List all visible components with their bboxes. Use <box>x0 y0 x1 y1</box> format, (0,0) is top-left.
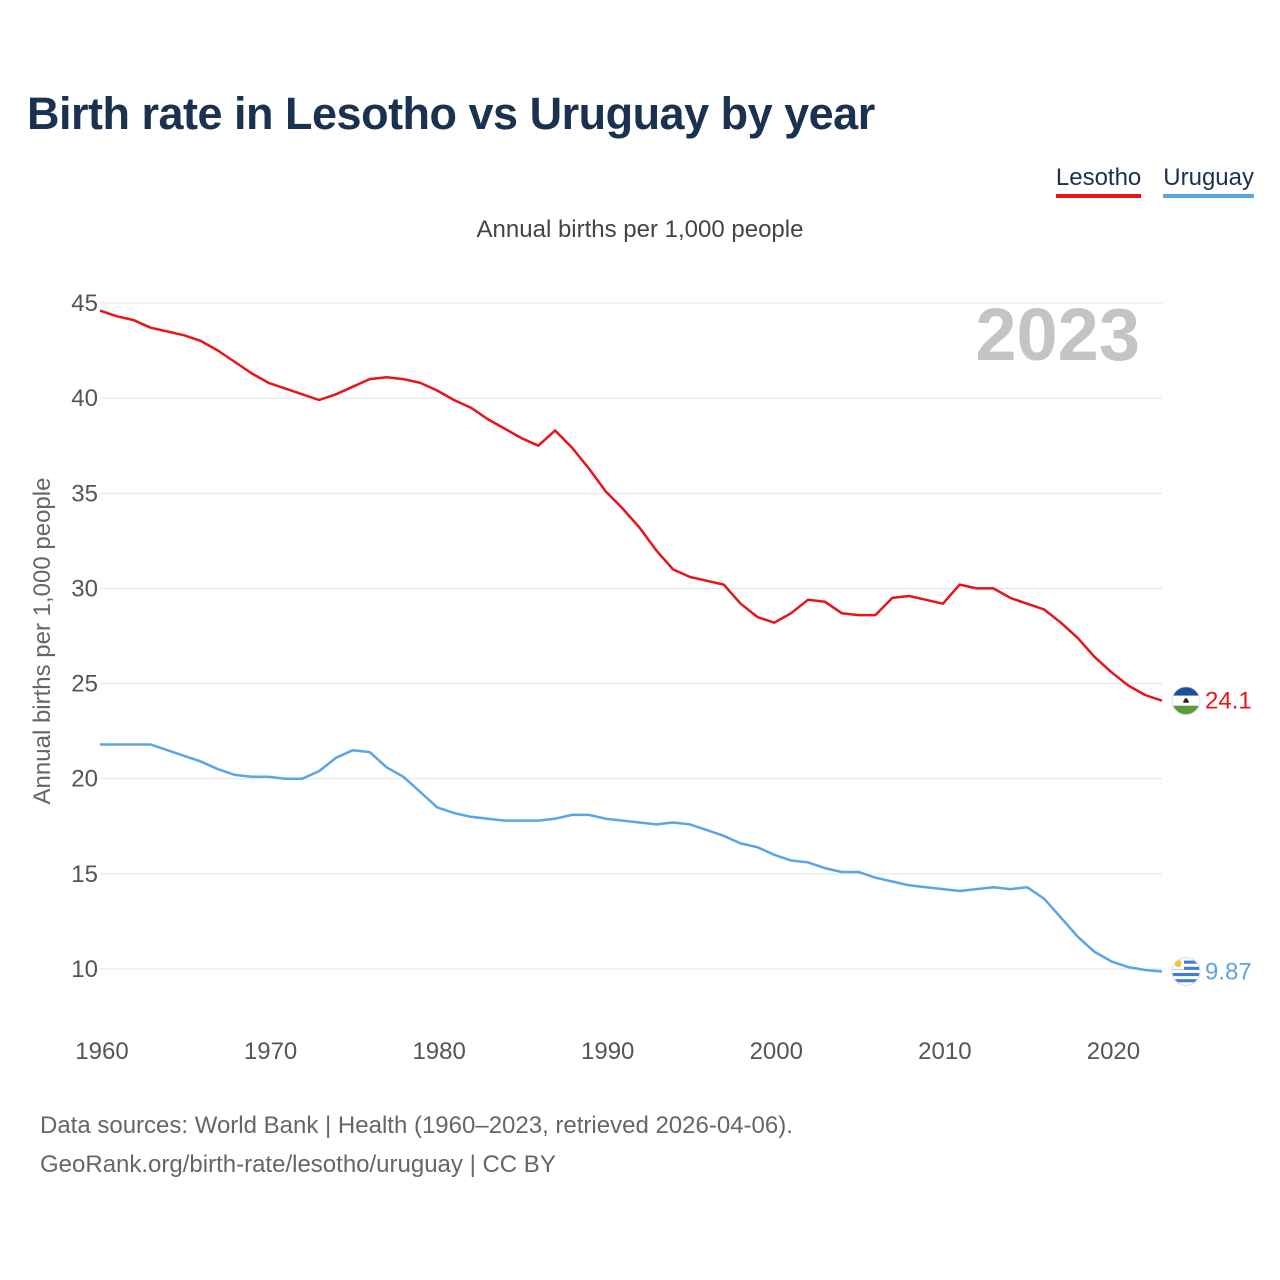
legend-item-uruguay[interactable]: Uruguay <box>1163 164 1254 198</box>
y-axis-label: Annual births per 1,000 people <box>29 478 56 805</box>
y-tick-label: 15 <box>71 861 98 888</box>
x-tick-label: 1960 <box>75 1038 128 1065</box>
y-tick-label: 30 <box>71 575 98 602</box>
x-tick-label: 1970 <box>244 1038 297 1065</box>
x-tick-label: 2020 <box>1087 1038 1140 1065</box>
y-tick-label: 25 <box>71 671 98 698</box>
y-tick-label: 35 <box>71 480 98 507</box>
y-tick-label: 20 <box>71 766 98 793</box>
y-tick-label: 10 <box>71 956 98 983</box>
legend-item-lesotho[interactable]: Lesotho <box>1055 164 1142 198</box>
series-line-uruguay <box>100 743 1163 973</box>
year-watermark: 2023 <box>975 293 1140 376</box>
source-line-1: Data sources: World Bank | Health (1960–… <box>40 1112 793 1139</box>
flag-lesotho-icon <box>1171 686 1201 716</box>
y-tick-label: 40 <box>71 385 98 412</box>
y-tick-label: 45 <box>71 290 98 317</box>
x-tick-label: 1990 <box>581 1038 634 1065</box>
chart-subtitle: Annual births per 1,000 people <box>476 216 804 243</box>
x-tick-label: 2000 <box>750 1038 803 1065</box>
x-tick-label: 2010 <box>918 1038 971 1065</box>
legend: Lesotho Uruguay <box>1055 164 1254 198</box>
end-label-lesotho: 24.1 <box>1205 688 1252 715</box>
source-line-2[interactable]: GeoRank.org/birth-rate/lesotho/uruguay |… <box>40 1151 556 1178</box>
x-tick-label: 1980 <box>412 1038 465 1065</box>
source-note: Data sources: World Bank | Health (1960–… <box>40 1106 793 1184</box>
end-label-uruguay: 9.87 <box>1205 958 1252 985</box>
series-line-lesotho <box>99 309 1163 702</box>
flag-uruguay-icon <box>1171 956 1201 986</box>
chart-title: Birth rate in Lesotho vs Uruguay by year <box>27 88 875 139</box>
